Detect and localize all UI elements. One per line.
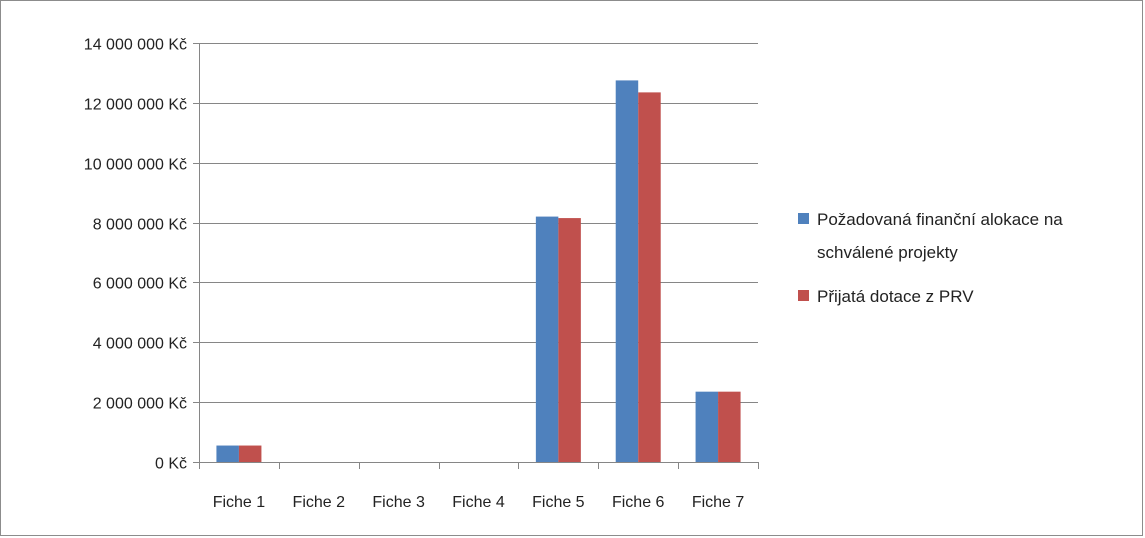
legend-label: schválené projekty: [817, 243, 958, 262]
bar-series-1-fiche-7: [695, 391, 719, 462]
x-axis-tick-label: Fiche 2: [293, 494, 346, 511]
x-axis-tick-label: Fiche 5: [532, 494, 585, 511]
legend: Požadovaná finanční alokace na schválené …: [798, 210, 1063, 306]
legend-label: Požadovaná finanční alokace na: [817, 210, 1063, 229]
x-axis-tick-label: Fiche 7: [692, 494, 745, 511]
bar-series-1-fiche-1: [216, 445, 239, 462]
bar-series-1-fiche-5: [535, 216, 559, 462]
x-axis-tick-label: Fiche 1: [213, 494, 266, 511]
bar-series-2-fiche-5: [558, 218, 581, 462]
y-axis-tick-label: 8 000 000 Kč: [93, 217, 187, 234]
bar-series-2-fiche-1: [238, 445, 262, 462]
x-axis-tick-label: Fiche 3: [372, 494, 425, 511]
axes: [193, 43, 759, 469]
y-axis-tick-label: 10 000 000 Kč: [84, 157, 187, 174]
bar-series-2-fiche-7: [718, 391, 741, 462]
y-axis-tick-labels: 0 Kč 2 000 000 Kč 4 000 000 Kč 6 000 000 Kč…: [84, 37, 187, 473]
gridlines: [199, 43, 758, 403]
x-axis-tick-labels: Fiche 1 Fiche 2 Fiche 3 Fiche 4 Fiche 5 Fiche…: [213, 494, 745, 511]
legend-swatch-series-1: [798, 213, 809, 224]
y-axis-tick-label: 0 Kč: [155, 456, 187, 473]
x-axis-tick-label: Fiche 6: [612, 494, 665, 511]
y-axis-tick-label: 2 000 000 Kč: [93, 396, 187, 413]
x-axis-tick-label: Fiche 4: [452, 494, 505, 511]
y-axis-tick-label: 14 000 000 Kč: [84, 37, 187, 54]
y-axis-tick-label: 4 000 000 Kč: [93, 336, 187, 353]
bar-series-2-fiche-6: [638, 92, 661, 462]
legend-label: Přijatá dotace z PRV: [817, 287, 974, 306]
y-axis-tick-label: 12 000 000 Kč: [84, 97, 187, 114]
bars: [216, 80, 741, 463]
bar-series-1-fiche-6: [615, 80, 639, 463]
y-axis-tick-label: 6 000 000 Kč: [93, 276, 187, 293]
legend-swatch-series-2: [798, 290, 809, 301]
